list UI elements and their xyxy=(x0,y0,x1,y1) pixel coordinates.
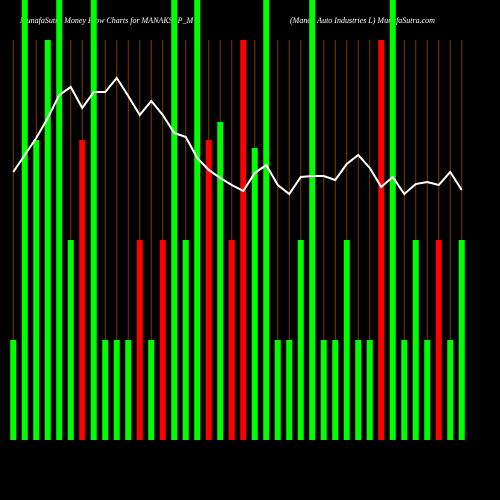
bar xyxy=(447,340,454,440)
bar xyxy=(159,240,166,440)
bar xyxy=(217,122,224,440)
bar xyxy=(10,340,17,440)
bar xyxy=(332,340,339,440)
bar xyxy=(44,40,51,440)
bar xyxy=(263,0,270,440)
bar xyxy=(194,0,201,440)
bar xyxy=(401,340,408,440)
bar xyxy=(148,340,155,440)
bar xyxy=(171,0,178,440)
bar xyxy=(33,140,40,440)
bar xyxy=(458,240,465,440)
bar xyxy=(286,340,293,440)
bar xyxy=(113,340,120,440)
bar xyxy=(424,340,431,440)
bar xyxy=(343,240,350,440)
bar xyxy=(389,0,396,440)
bar xyxy=(67,240,74,440)
bar xyxy=(309,0,316,440)
bar xyxy=(102,340,109,440)
bar xyxy=(182,240,189,440)
bar xyxy=(297,240,304,440)
bar xyxy=(79,140,86,440)
bar xyxy=(205,140,212,440)
bar xyxy=(274,340,281,440)
bar xyxy=(366,340,373,440)
bar xyxy=(355,340,362,440)
bar xyxy=(125,340,132,440)
bar xyxy=(21,0,28,440)
bar xyxy=(56,0,63,440)
bar xyxy=(90,0,97,440)
money-flow-line xyxy=(12,76,463,196)
chart-subtitle: (Manap Auto Industries L) MunafaSutra.co… xyxy=(290,16,435,25)
bar xyxy=(240,40,247,440)
bar xyxy=(412,240,419,440)
bar xyxy=(228,240,235,440)
bar xyxy=(435,240,442,440)
bar xyxy=(136,240,143,440)
bar xyxy=(378,40,385,440)
bar xyxy=(320,340,327,440)
bar xyxy=(251,148,258,440)
chart-title: MunafaSutra Money Flow Charts for MANAKS… xyxy=(19,16,194,25)
